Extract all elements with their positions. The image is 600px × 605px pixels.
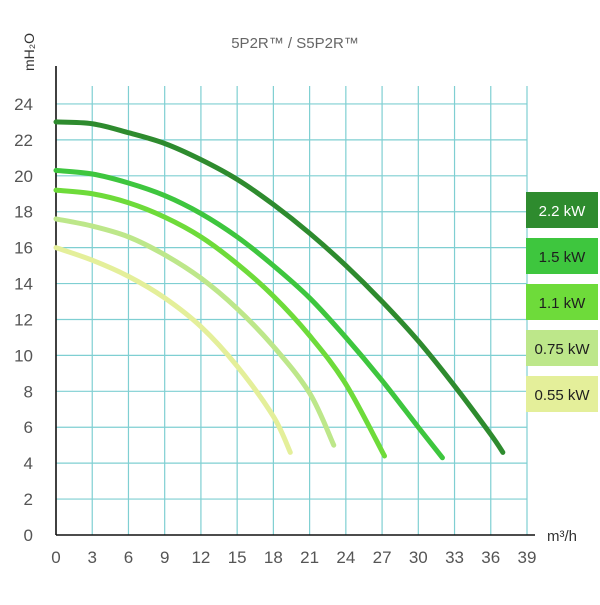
x-tick-label-8: 24 xyxy=(336,548,355,567)
legend-label-2: 1.1 kW xyxy=(539,295,587,312)
y-tick-label-9: 18 xyxy=(14,203,33,222)
y-tick-label-11: 22 xyxy=(14,131,33,150)
y-tick-label-4: 8 xyxy=(24,382,33,401)
y-tick-label-7: 14 xyxy=(14,275,33,294)
legend-swatch-0 xyxy=(526,192,598,228)
grid xyxy=(56,86,528,535)
x-tick-label-6: 18 xyxy=(264,548,283,567)
x-tick-label-11: 33 xyxy=(445,548,464,567)
y-tick-label-2: 4 xyxy=(24,454,33,473)
series-line-0 xyxy=(53,119,506,455)
y-tick-label-12: 24 xyxy=(14,95,33,114)
y-tick-label-8: 16 xyxy=(14,239,33,258)
y-tick-label-5: 10 xyxy=(14,346,33,365)
legend-swatch-4 xyxy=(526,376,598,412)
series-line-4 xyxy=(53,245,293,455)
x-tick-label-5: 15 xyxy=(228,548,247,567)
x-tick-label-3: 9 xyxy=(160,548,169,567)
legend-label-0: 2.2 kW xyxy=(539,203,587,220)
x-tick-label-1: 3 xyxy=(87,548,96,567)
axes xyxy=(55,66,535,536)
series-line-2 xyxy=(53,187,387,459)
x-axis-label: m³/h xyxy=(547,528,577,545)
x-tick-label-4: 12 xyxy=(191,548,210,567)
x-tick-label-7: 21 xyxy=(300,548,319,567)
x-tick-label-12: 36 xyxy=(481,548,500,567)
legend-label-1: 1.5 kW xyxy=(539,249,587,266)
series-line-3 xyxy=(53,216,337,448)
series-lines xyxy=(53,119,506,461)
legend-label-4: 0.55 kW xyxy=(534,387,590,404)
y-tick-label-6: 12 xyxy=(14,310,33,329)
y-tick-label-3: 6 xyxy=(24,418,33,437)
chart-title: 5P2R™ / S5P2R™ xyxy=(231,35,359,52)
legend: 2.2 kW 1.5 kW 1.1 kW 0.75 kW 0.55 kW xyxy=(526,192,598,412)
x-tick-label-2: 6 xyxy=(124,548,133,567)
x-tick-labels: 0 3 6 9 12 15 18 21 24 27 30 33 36 39 xyxy=(51,548,536,567)
legend-label-3: 0.75 kW xyxy=(534,341,590,358)
y-tick-label-1: 2 xyxy=(24,490,33,509)
legend-swatch-3 xyxy=(526,330,598,366)
legend-swatch-1 xyxy=(526,238,598,274)
legend-swatch-2 xyxy=(526,284,598,320)
y-tick-label-10: 20 xyxy=(14,167,33,186)
y-tick-label-0: 0 xyxy=(24,526,33,545)
x-tick-label-9: 27 xyxy=(373,548,392,567)
y-axis-label: mH₂O xyxy=(21,33,37,71)
x-tick-label-0: 0 xyxy=(51,548,60,567)
x-tick-label-10: 30 xyxy=(409,548,428,567)
series-line-1 xyxy=(53,167,445,461)
x-tick-label-13: 39 xyxy=(518,548,537,567)
